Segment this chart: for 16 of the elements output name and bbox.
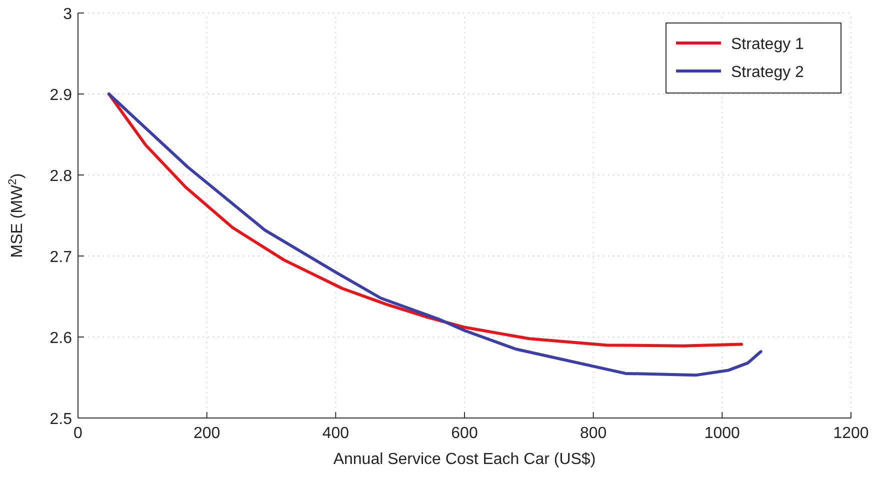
x-tick-label: 200 [193, 425, 220, 442]
y-tick-label: 2.9 [50, 87, 72, 104]
x-tick-label: 1200 [833, 425, 869, 442]
x-tick-label: 400 [322, 425, 350, 442]
y-tick-label: 2.7 [50, 249, 72, 266]
x-tick-label: 1000 [704, 425, 740, 442]
y-tick-label: 3 [63, 6, 72, 23]
x-tick-label: 0 [74, 425, 83, 442]
x-axis-title: Annual Service Cost Each Car (US$) [333, 451, 596, 468]
legend-label: Strategy 2 [731, 64, 804, 81]
y-tick-label: 2.8 [50, 168, 72, 185]
x-tick-label: 600 [451, 425, 478, 442]
y-tick-label: 2.5 [50, 411, 72, 428]
legend-label: Strategy 1 [731, 36, 804, 53]
y-tick-label: 2.6 [50, 330, 72, 347]
x-tick-label: 800 [580, 425, 607, 442]
